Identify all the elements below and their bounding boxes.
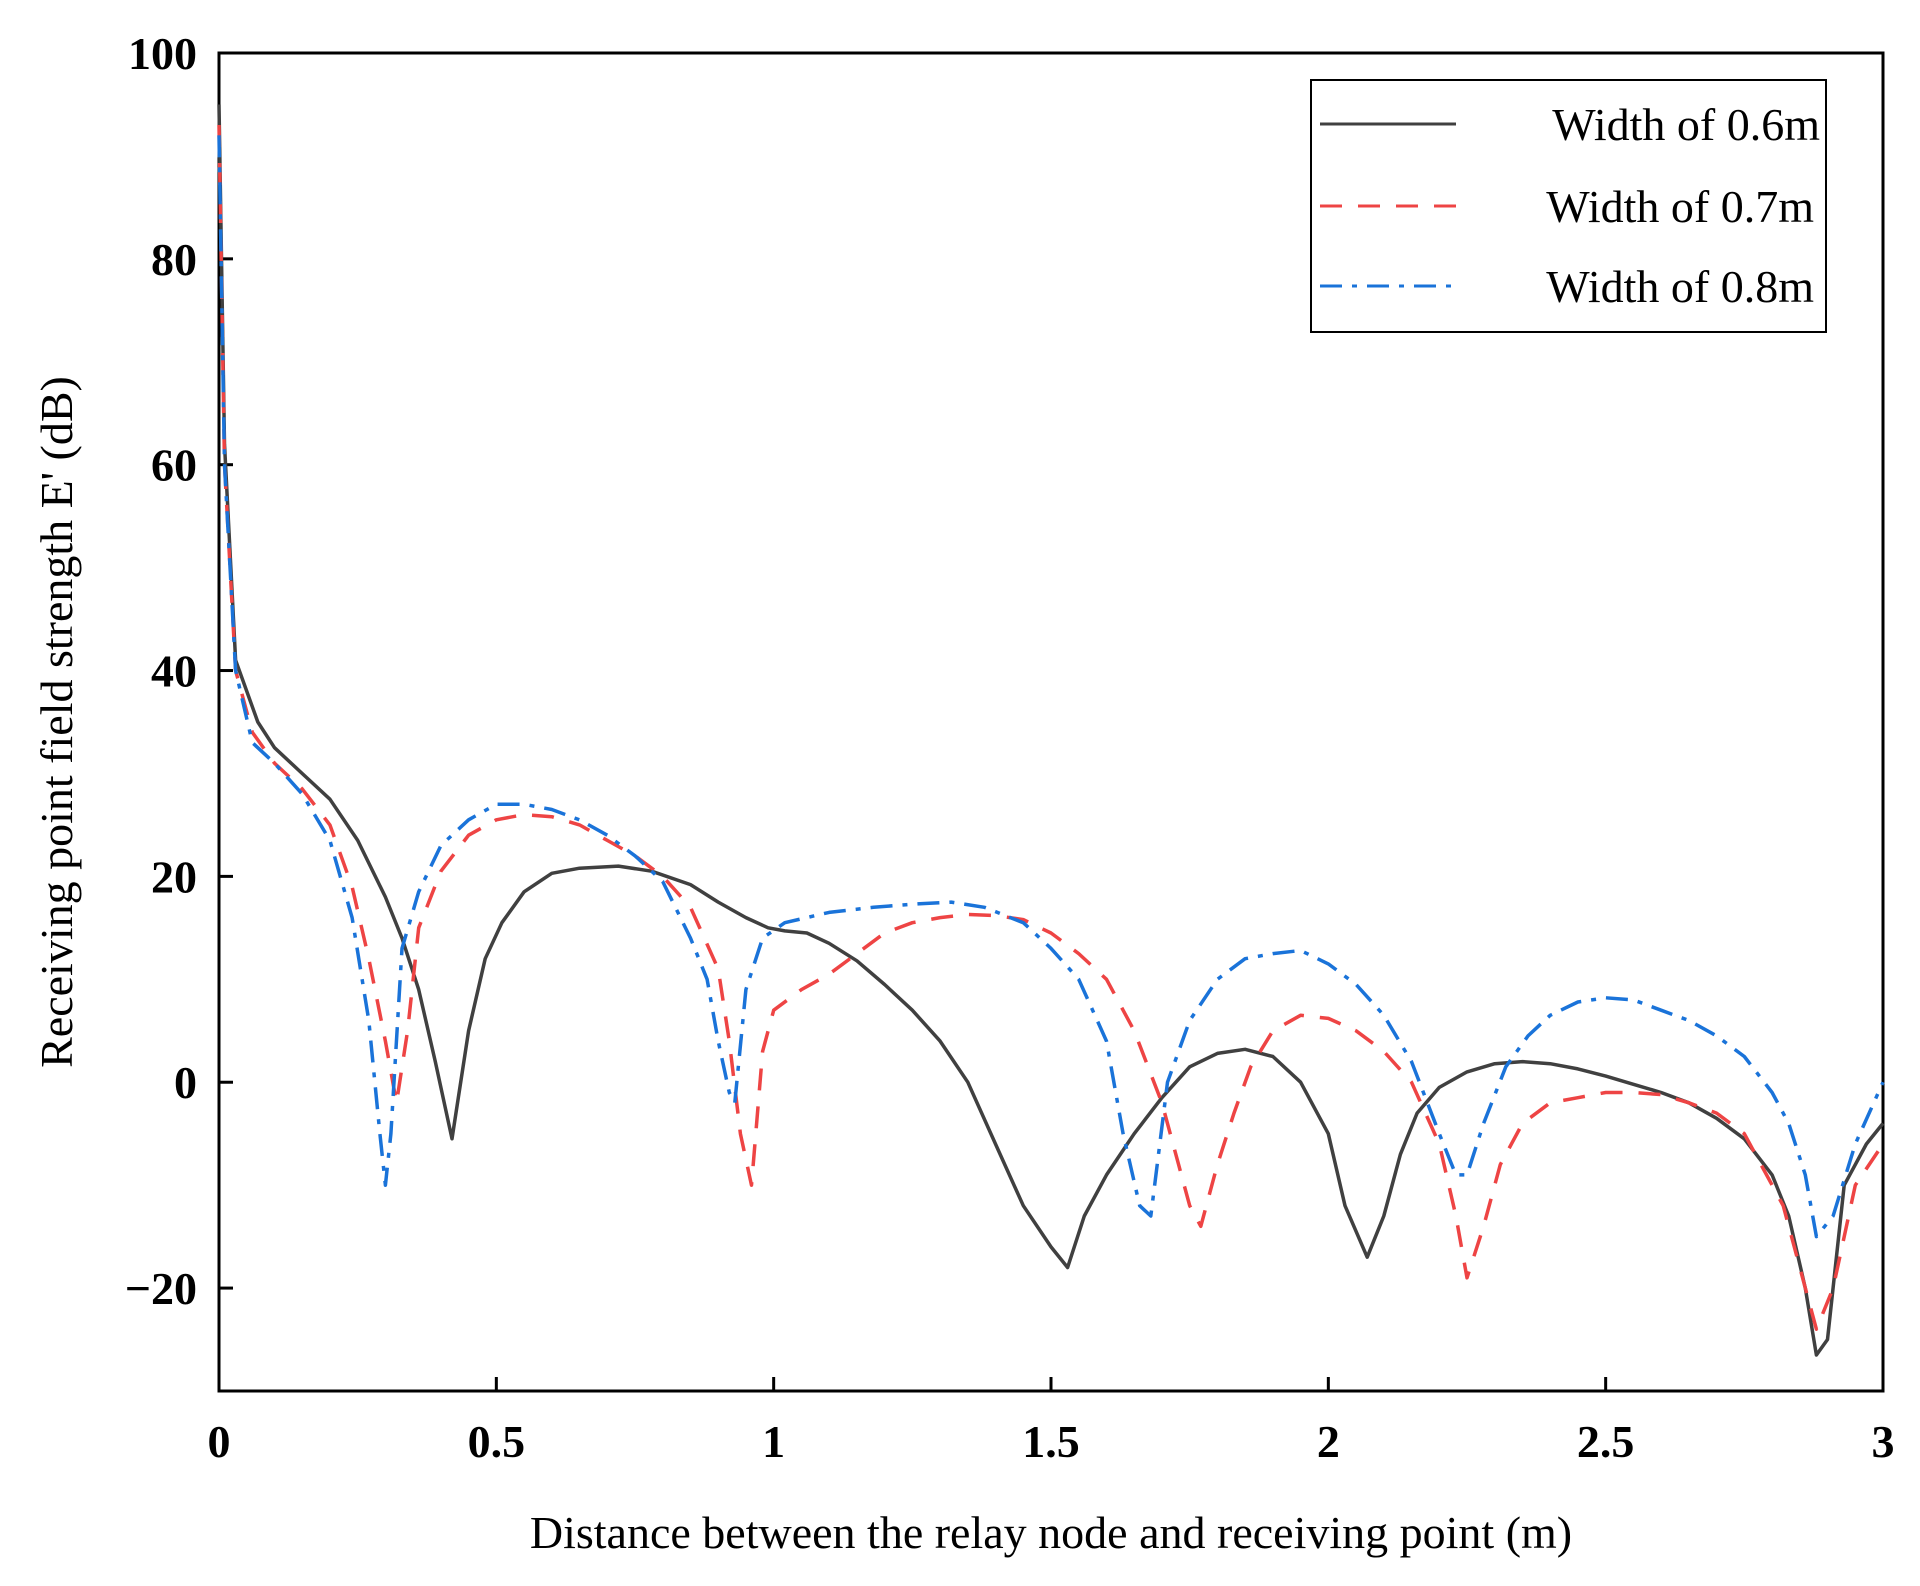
x-axis: 0 0.5 1 1.5 2 2.5 3 — [208, 1377, 1895, 1467]
series-line-width-of-0-7m — [217, 124, 1885, 1331]
y-tick-label: 40 — [151, 646, 197, 697]
x-tick-label: 0.5 — [468, 1416, 526, 1467]
x-tick-label: 3 — [1872, 1416, 1895, 1467]
y-tick-label: −20 — [125, 1263, 197, 1314]
x-tick-label: 2.5 — [1577, 1416, 1635, 1467]
y-tick-label: 0 — [174, 1057, 197, 1108]
series-line-width-of-0-8m — [217, 135, 1885, 1239]
y-tick-label: 20 — [151, 851, 197, 902]
series-line-width-of-0-6m — [217, 104, 1885, 1357]
y-axis-title: Receiving point field strength E' (dB) — [31, 376, 82, 1068]
x-tick-label: 1 — [762, 1416, 785, 1467]
legend-label-0-8m: Width of 0.8m — [1546, 261, 1814, 312]
series-group — [217, 104, 1885, 1357]
x-axis-title: Distance between the relay node and rece… — [530, 1507, 1572, 1558]
y-tick-label: 60 — [151, 440, 197, 491]
x-tick-label: 1.5 — [1022, 1416, 1080, 1467]
legend-label-0-6m: Width of 0.6m — [1552, 99, 1820, 150]
legend-label-0-7m: Width of 0.7m — [1546, 181, 1814, 232]
legend: Width of 0.6m Width of 0.7m Width of 0.8… — [1310, 79, 1827, 333]
x-tick-label: 0 — [208, 1416, 231, 1467]
y-axis: −20 0 20 40 60 80 100 — [125, 28, 233, 1314]
y-tick-label: 100 — [128, 28, 197, 79]
x-tick-label: 2 — [1317, 1416, 1340, 1467]
y-tick-label: 80 — [151, 234, 197, 285]
